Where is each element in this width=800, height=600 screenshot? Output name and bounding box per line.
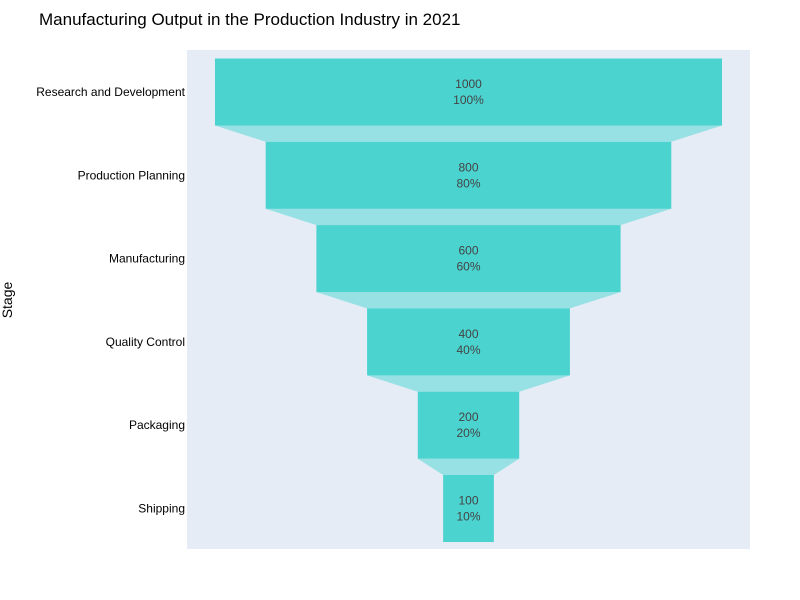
funnel-bars [215,58,722,542]
funnel-bar[interactable] [316,225,621,293]
y-axis-title: Stage [0,281,15,318]
value-label: 800 [458,160,478,174]
funnel-connector [417,458,520,475]
percent-label: 40% [456,343,480,357]
funnel-connector [367,375,570,392]
funnel-bar[interactable] [417,391,520,459]
funnel-bar[interactable] [367,308,570,376]
stage-labels: Research and Development Production Plann… [36,85,185,516]
funnel-bar[interactable] [265,141,672,209]
percent-label: 60% [456,260,480,274]
percent-label: 20% [456,426,480,440]
value-labels: 1000 100% 800 80% 600 60% 400 40% 200 20% 100 10% [453,77,484,524]
stage-label: Shipping [138,502,185,516]
stage-label: Production Planning [78,168,185,182]
funnel-connector [265,208,672,226]
value-label: 600 [458,244,478,258]
value-label: 100 [458,494,478,508]
value-label: 400 [458,327,478,341]
stage-label: Quality Control [106,335,185,349]
chart-title: Manufacturing Output in the Production I… [39,10,460,29]
funnel-bar[interactable] [443,475,494,542]
value-label: 1000 [455,77,482,91]
funnel-connector [316,292,621,309]
stage-label: Packaging [129,418,185,432]
percent-label: 80% [456,176,480,190]
funnel-connectors [215,125,722,475]
stage-label: Research and Development [36,85,185,99]
stage-label: Manufacturing [109,252,185,266]
funnel-bar[interactable] [215,58,722,126]
percent-label: 10% [456,510,480,524]
funnel-connector [215,125,722,142]
percent-label: 100% [453,93,484,107]
value-label: 200 [458,410,478,424]
